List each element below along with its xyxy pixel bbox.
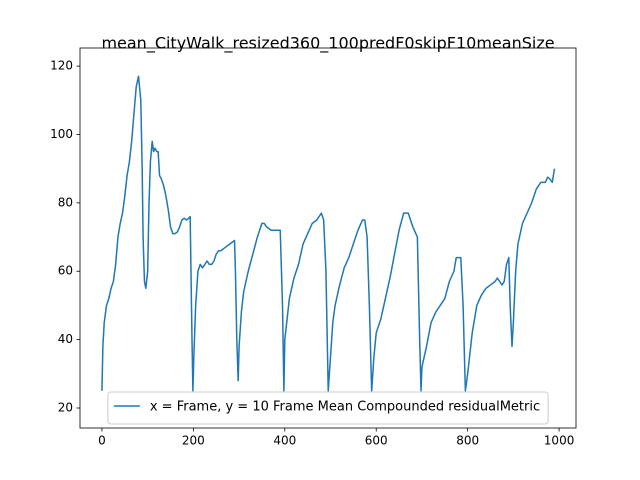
data-line bbox=[101, 75, 556, 392]
legend-label: x = Frame, y = 10 Frame Mean Compounded … bbox=[150, 400, 540, 415]
x-tick-label: 400 bbox=[273, 434, 296, 448]
y-tick-label: 120 bbox=[50, 59, 73, 73]
x-tick-label: 600 bbox=[365, 434, 388, 448]
y-tick-label: 80 bbox=[58, 195, 73, 209]
chart-title: mean_CityWalk_resized360_100predF0skipF1… bbox=[101, 34, 554, 54]
x-tick-label: 0 bbox=[98, 434, 106, 448]
legend: x = Frame, y = 10 Frame Mean Compounded … bbox=[107, 391, 549, 425]
legend-box bbox=[107, 391, 549, 425]
y-tick-label: 100 bbox=[50, 127, 73, 141]
x-tick-label: 200 bbox=[182, 434, 205, 448]
plot-frame bbox=[79, 47, 577, 429]
x-tick-label: 800 bbox=[456, 434, 479, 448]
y-tick-label: 20 bbox=[58, 401, 73, 415]
x-tick-label: 1000 bbox=[544, 434, 575, 448]
y-tick-label: 40 bbox=[58, 332, 73, 346]
y-tick-label: 60 bbox=[58, 264, 73, 278]
